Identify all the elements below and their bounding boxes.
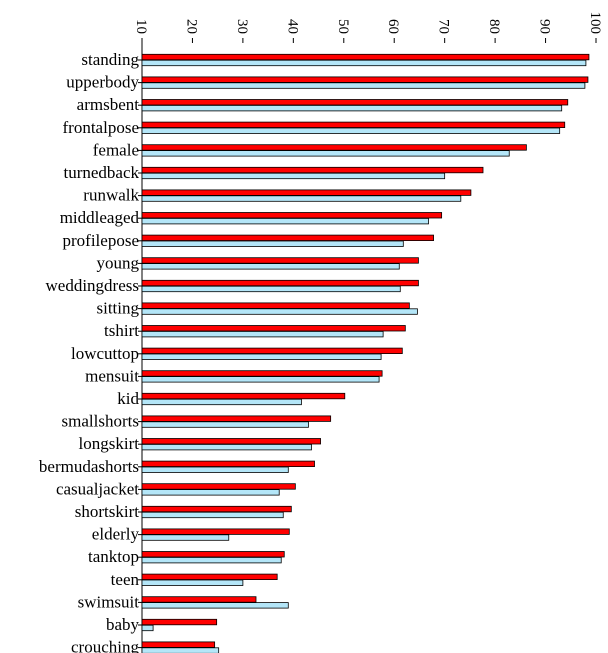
bar-series-1 bbox=[142, 416, 331, 422]
x-tick-label: 70 bbox=[436, 19, 452, 34]
x-tick-label: 30 bbox=[234, 19, 250, 34]
bar-series-2 bbox=[142, 60, 586, 65]
bar-series-2 bbox=[142, 580, 243, 586]
bar-series-1 bbox=[142, 642, 215, 648]
x-tick-label: 60 bbox=[385, 19, 401, 34]
bar-series-1 bbox=[142, 393, 345, 399]
bar-series-2 bbox=[142, 467, 288, 473]
bar-series-2 bbox=[142, 105, 562, 111]
category-label: casualjacket bbox=[56, 479, 139, 498]
bar-series-2 bbox=[142, 625, 153, 631]
category-label: upperbody bbox=[66, 73, 139, 92]
category-label: elderly bbox=[92, 525, 140, 544]
bar-series-2 bbox=[142, 557, 281, 563]
category-label: tshirt bbox=[104, 321, 139, 340]
bar-series-1 bbox=[142, 167, 483, 173]
bar-series-2 bbox=[142, 309, 417, 315]
category-label: frontalpose bbox=[63, 118, 139, 137]
bar-series-1 bbox=[142, 77, 588, 83]
category-label: sitting bbox=[96, 299, 139, 318]
x-tick-label: 40 bbox=[284, 19, 300, 34]
bar-series-2 bbox=[142, 603, 288, 609]
bar-series-1 bbox=[142, 145, 526, 151]
category-label: teen bbox=[111, 570, 140, 589]
category-labels: standing upperbody armsbent frontalpose fema… bbox=[39, 50, 140, 653]
x-tick-label: 90 bbox=[537, 19, 553, 34]
bar-series-1 bbox=[142, 326, 405, 332]
bar-series-1 bbox=[142, 190, 471, 196]
bar-series-2 bbox=[142, 151, 509, 157]
category-label: profilepose bbox=[63, 231, 139, 250]
bar-series-1 bbox=[142, 484, 295, 490]
bar-series-1 bbox=[142, 371, 382, 377]
bar-series-1 bbox=[142, 461, 315, 467]
bar-series-1 bbox=[142, 619, 217, 625]
bar-series-2 bbox=[142, 422, 308, 428]
x-tick-label: 10 bbox=[133, 19, 149, 34]
category-label: tanktop bbox=[88, 547, 139, 566]
bar-series-2 bbox=[142, 286, 400, 292]
bar-series-1 bbox=[142, 235, 434, 241]
x-tick-label: 80 bbox=[486, 19, 502, 34]
category-label: baby bbox=[106, 615, 140, 634]
bar-series-2 bbox=[142, 399, 301, 405]
category-label: bermudashorts bbox=[39, 457, 139, 476]
bar-series-1 bbox=[142, 506, 291, 512]
bar-series-2 bbox=[142, 377, 379, 383]
x-tick-label: 100 bbox=[587, 12, 603, 35]
bar-series-2 bbox=[142, 535, 229, 541]
bar-series-1 bbox=[142, 258, 418, 264]
category-label: standing bbox=[81, 50, 139, 69]
bar-series-2 bbox=[142, 128, 560, 134]
x-tick-label: 50 bbox=[335, 19, 351, 34]
bar-series-1 bbox=[142, 348, 402, 354]
category-label: young bbox=[97, 253, 140, 272]
category-label: kid bbox=[117, 389, 139, 408]
bar-series-2 bbox=[142, 218, 429, 224]
category-label: female bbox=[93, 140, 139, 159]
bar-series-2 bbox=[142, 264, 399, 270]
bar-series-2 bbox=[142, 490, 279, 496]
bar-series-1 bbox=[142, 303, 409, 309]
bars bbox=[142, 54, 589, 653]
category-label: longskirt bbox=[79, 434, 140, 453]
category-label: swimsuit bbox=[78, 592, 140, 611]
bar-series-2 bbox=[142, 173, 445, 179]
bar-series-1 bbox=[142, 574, 277, 580]
bar-series-1 bbox=[142, 122, 565, 128]
category-label: turnedback bbox=[63, 163, 139, 182]
bar-series-1 bbox=[142, 597, 256, 603]
bar-series-1 bbox=[142, 552, 284, 558]
bar-series-2 bbox=[142, 331, 383, 337]
bar-series-2 bbox=[142, 354, 381, 360]
bar-series-2 bbox=[142, 648, 219, 653]
category-label: lowcuttop bbox=[71, 344, 139, 363]
category-label: armsbent bbox=[77, 95, 140, 114]
bar-series-1 bbox=[142, 213, 442, 219]
category-label: smallshorts bbox=[62, 412, 139, 431]
bar-series-2 bbox=[142, 512, 283, 518]
category-label: runwalk bbox=[83, 186, 139, 205]
bar-series-1 bbox=[142, 529, 289, 535]
bar-series-2 bbox=[142, 241, 403, 247]
bar-series-1 bbox=[142, 100, 568, 106]
bar-series-2 bbox=[142, 444, 311, 450]
category-label: middleaged bbox=[60, 208, 140, 227]
category-label: mensuit bbox=[85, 366, 139, 385]
category-label: weddingdress bbox=[46, 276, 139, 295]
bar-series-1 bbox=[142, 54, 589, 60]
bar-series-1 bbox=[142, 439, 321, 445]
category-label: crouching bbox=[71, 638, 139, 653]
x-tick-label: 20 bbox=[183, 19, 199, 34]
bar-series-2 bbox=[142, 196, 461, 202]
bar-series-1 bbox=[142, 280, 418, 286]
bar-series-2 bbox=[142, 83, 585, 89]
category-label: shortskirt bbox=[75, 502, 140, 521]
